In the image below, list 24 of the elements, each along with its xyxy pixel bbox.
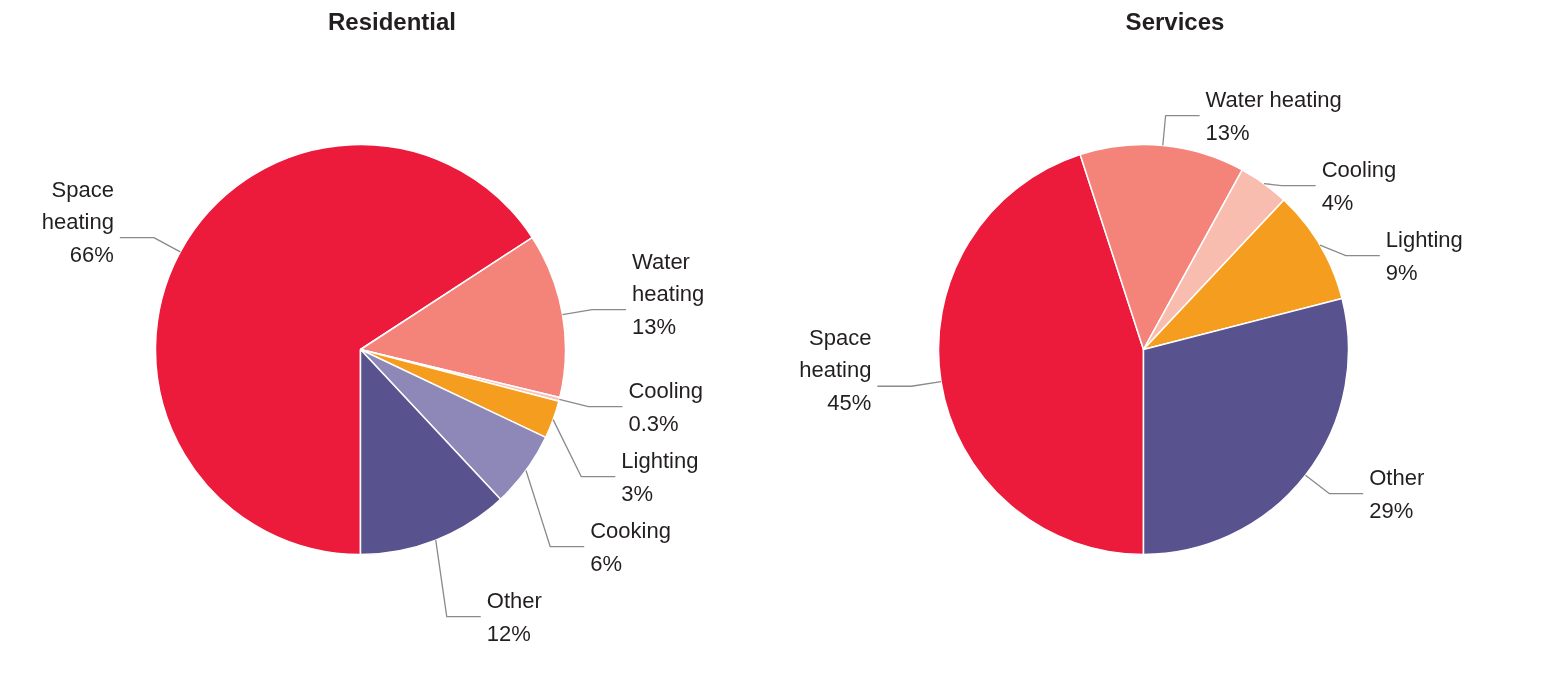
slice-label: Cooling [628, 377, 704, 403]
data-label: 66% [69, 241, 114, 267]
data-label: 4% [1321, 189, 1354, 215]
chart-title: Residential [327, 7, 457, 35]
data-label: 13% [632, 313, 677, 339]
data-label: 6% [590, 550, 623, 576]
slice-label: Lighting [1385, 226, 1463, 252]
slice-label: Cooking [590, 517, 671, 543]
slice-label: Lighting [621, 447, 699, 473]
data-label: 45% [827, 390, 872, 416]
data-label: 3% [621, 480, 654, 506]
slice-label: Space heating [799, 325, 872, 383]
slice-label: Water heating [632, 248, 705, 306]
data-label: 9% [1385, 259, 1418, 285]
data-label: 13% [1205, 119, 1250, 145]
slice-label: Other [1369, 464, 1425, 490]
slice-label: Water heating [1205, 86, 1342, 112]
slice-label: Space heating [41, 176, 114, 234]
slice-label: Cooling [1321, 156, 1397, 182]
data-label: 29% [1369, 497, 1414, 523]
data-label: 0.3% [628, 410, 679, 436]
data-label: 12% [486, 620, 531, 646]
chart-title: Services [1125, 7, 1225, 35]
slice-label: Other [486, 587, 542, 613]
